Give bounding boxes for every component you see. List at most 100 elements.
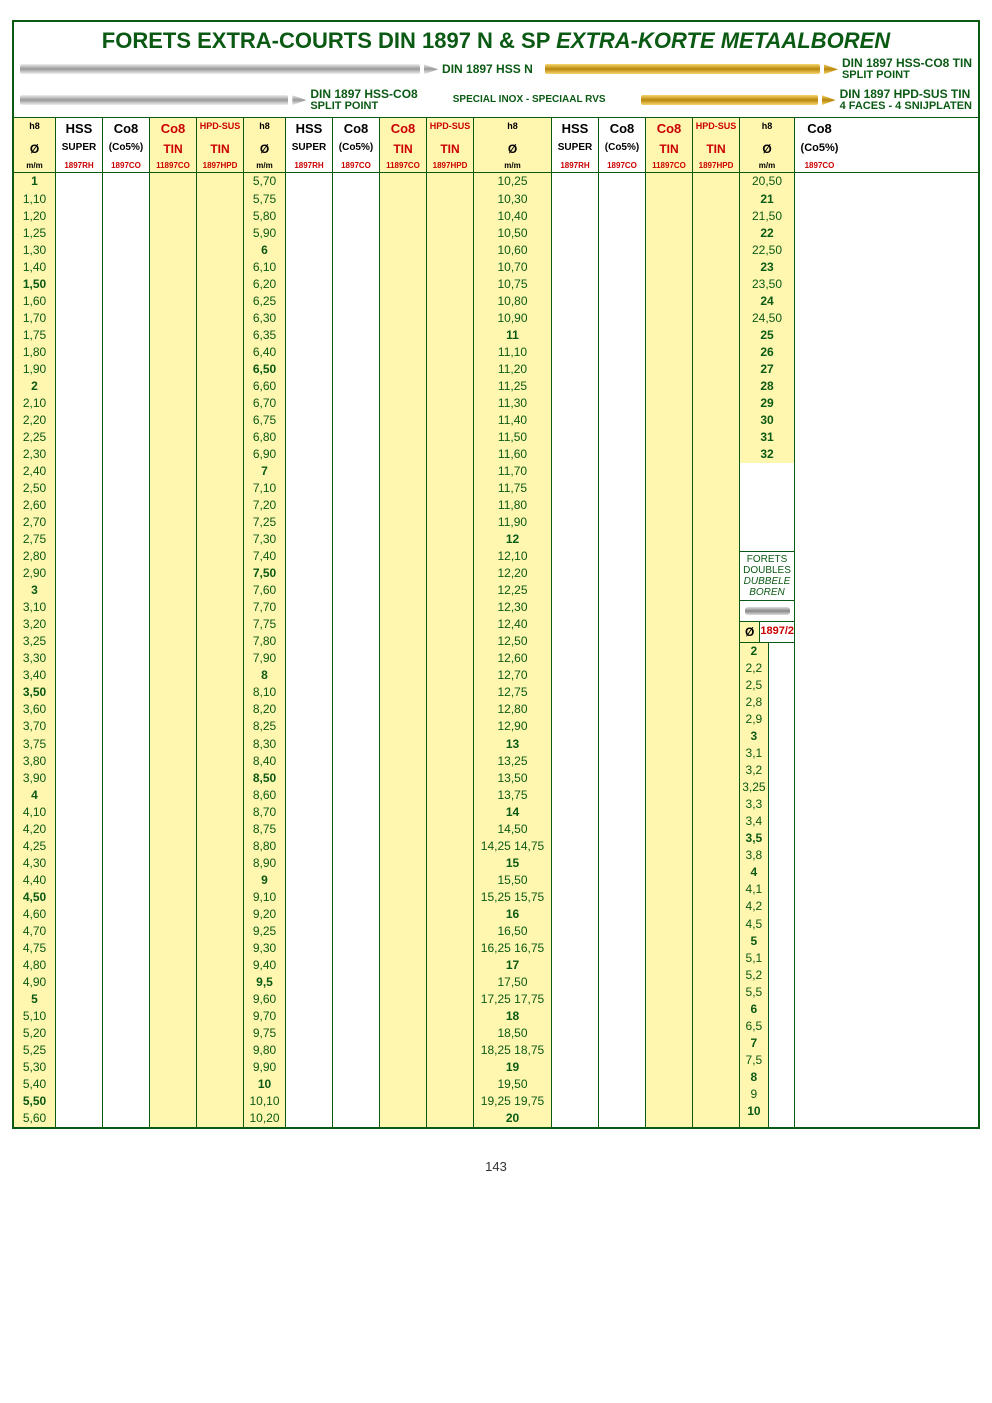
dia-value: 6,80 xyxy=(244,429,285,446)
dia-value: 7 xyxy=(740,1035,768,1052)
hdr-h8: h8 xyxy=(14,118,56,139)
dia-value: 12,70 xyxy=(474,667,551,684)
dia-value: 13,50 xyxy=(474,770,551,787)
empty-column xyxy=(56,173,103,1127)
dia-value: 4,20 xyxy=(14,821,55,838)
hdr-co8-tin: Co8 xyxy=(646,118,693,139)
drill-tip-gold-icon xyxy=(824,64,838,74)
dia-value: 9,30 xyxy=(244,940,285,957)
dia-value: 6,30 xyxy=(244,310,285,327)
hdr-code: 11897CO xyxy=(150,159,197,172)
dia-value: 31 xyxy=(740,429,794,446)
hdr-mm: m/m xyxy=(740,159,795,172)
dia-value: 12,75 xyxy=(474,684,551,701)
empty-column-tin xyxy=(380,173,427,1127)
empty-column-tin xyxy=(197,173,244,1127)
dia-value: 10,90 xyxy=(474,310,551,327)
dia-value: 7,75 xyxy=(244,616,285,633)
hdr-co5: (Co5%) xyxy=(103,139,150,159)
empty-column-tin xyxy=(646,173,693,1127)
empty-column xyxy=(103,173,150,1127)
dia-value: 14,50 xyxy=(474,821,551,838)
dia-value: 1,80 xyxy=(14,344,55,361)
dia-value: 6,50 xyxy=(244,361,285,378)
dia-value: 8,70 xyxy=(244,804,285,821)
dia-value: 10,60 xyxy=(474,242,551,259)
dia-value: 2,30 xyxy=(14,446,55,463)
dia-value: 2,20 xyxy=(14,412,55,429)
drill-shaft-icon xyxy=(20,95,288,105)
dia-value: 5,5 xyxy=(740,984,768,1001)
dia-value: 11,30 xyxy=(474,395,551,412)
empty-column xyxy=(552,173,599,1127)
dia-value: 10 xyxy=(740,1103,768,1120)
dia-value: 5,20 xyxy=(14,1025,55,1042)
dia-value: 24,50 xyxy=(740,310,794,327)
hdr-code: 11897CO xyxy=(646,159,693,172)
dia-value: 16,25 16,75 xyxy=(474,940,551,957)
mini-drill-icon xyxy=(740,601,794,621)
dubbele-boren-label: DUBBELE BOREN xyxy=(744,576,791,598)
dia-value: 16,50 xyxy=(474,923,551,940)
dia-value: 10,80 xyxy=(474,293,551,310)
dia-value: 11,20 xyxy=(474,361,551,378)
dia-value: 6 xyxy=(244,242,285,259)
dia-value: 9,75 xyxy=(244,1025,285,1042)
dia-value: 12,90 xyxy=(474,718,551,735)
dia-value: 5,2 xyxy=(740,967,768,984)
dia-value: 2,50 xyxy=(14,480,55,497)
dia-value: 2,75 xyxy=(14,531,55,548)
dia-value: 3,3 xyxy=(740,796,768,813)
hdr-code: 1897HPD xyxy=(427,159,474,172)
dia-value: 5,70 xyxy=(244,173,285,190)
drill-tip-icon xyxy=(292,95,306,105)
header-row-1: h8 HSS Co8 Co8 HPD-SUS h8 HSS Co8 Co8 HP… xyxy=(14,117,978,139)
hdr-hss: HSS xyxy=(286,118,333,139)
drill-row-2: DIN 1897 HSS-CO8 SPLIT POINT SPECIAL INO… xyxy=(14,87,978,118)
dia-value: 15,50 xyxy=(474,872,551,889)
dia-value: 4,75 xyxy=(14,940,55,957)
catalog-page: FORETS EXTRA-COURTS DIN 1897 N & SP EXTR… xyxy=(0,0,992,1214)
hdr-co8: Co8 xyxy=(333,118,380,139)
hdr-super: SUPER xyxy=(552,139,599,159)
dia-value: 5,1 xyxy=(740,950,768,967)
dia-value: 2,80 xyxy=(14,548,55,565)
hdr-code: 1897RH xyxy=(552,159,599,172)
dia-value: 10,10 xyxy=(244,1093,285,1110)
dia-value: 2,10 xyxy=(14,395,55,412)
dia-value: 9,25 xyxy=(244,923,285,940)
dia-value: 1,40 xyxy=(14,259,55,276)
dia-value: 25 xyxy=(740,327,794,344)
dia-value: 3,5 xyxy=(740,830,768,847)
dia-value: 11,25 xyxy=(474,378,551,395)
dia-value: 13,75 xyxy=(474,787,551,804)
dia-value: 3,25 xyxy=(740,779,768,796)
dia-value: 24 xyxy=(740,293,794,310)
dia-value: 6,40 xyxy=(244,344,285,361)
dia-value: 6,5 xyxy=(740,1018,768,1035)
drill-sublabel: SPLIT POINT xyxy=(310,101,417,113)
dia-value: 12,20 xyxy=(474,565,551,582)
dia-value: 23,50 xyxy=(740,276,794,293)
dia-value: 5,50 xyxy=(14,1093,55,1110)
dia-column-5: 22,22,52,82,933,13,23,253,33,43,53,844,1… xyxy=(740,643,769,1127)
hdr-hpd: HPD-SUS xyxy=(197,118,244,139)
dia-value: 15 xyxy=(474,855,551,872)
dia-value: 14 xyxy=(474,804,551,821)
dia-value: 16 xyxy=(474,906,551,923)
hdr-tin: TIN xyxy=(427,139,474,159)
dia-value: 3,50 xyxy=(14,684,55,701)
dia-value: 6,25 xyxy=(244,293,285,310)
dia-value: 12,10 xyxy=(474,548,551,565)
hdr-hpd: HPD-SUS xyxy=(427,118,474,139)
dia-value: 1,60 xyxy=(14,293,55,310)
hdr-code: 1897HPD xyxy=(197,159,244,172)
dia-value: 6,10 xyxy=(244,259,285,276)
dia-value: 5 xyxy=(14,991,55,1008)
dia-value: 1,50 xyxy=(14,276,55,293)
hdr-mm: m/m xyxy=(14,159,56,172)
dia-value: 7,40 xyxy=(244,548,285,565)
hdr-h8: h8 xyxy=(740,118,795,139)
drill-mid-label: SPECIAL INOX - SPECIAAL RVS xyxy=(453,95,606,106)
dia-value: 6,35 xyxy=(244,327,285,344)
